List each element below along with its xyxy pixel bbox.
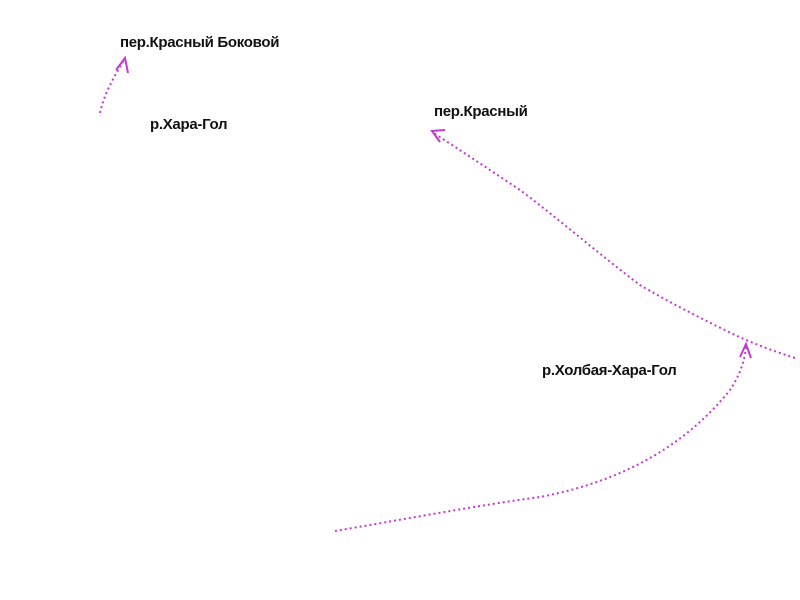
route <box>334 345 747 532</box>
river-label: р.Хара-Гол <box>150 116 227 133</box>
route <box>431 131 796 359</box>
river-label: р.Холбая-Хара-Гол <box>542 362 676 379</box>
route-arrow <box>739 341 752 359</box>
pass-label: пер.Красный Боковой <box>120 34 279 51</box>
pass-label: пер.Красный <box>434 103 528 120</box>
route-arrow <box>115 55 129 74</box>
route-arrow <box>430 129 446 143</box>
route <box>99 59 125 114</box>
